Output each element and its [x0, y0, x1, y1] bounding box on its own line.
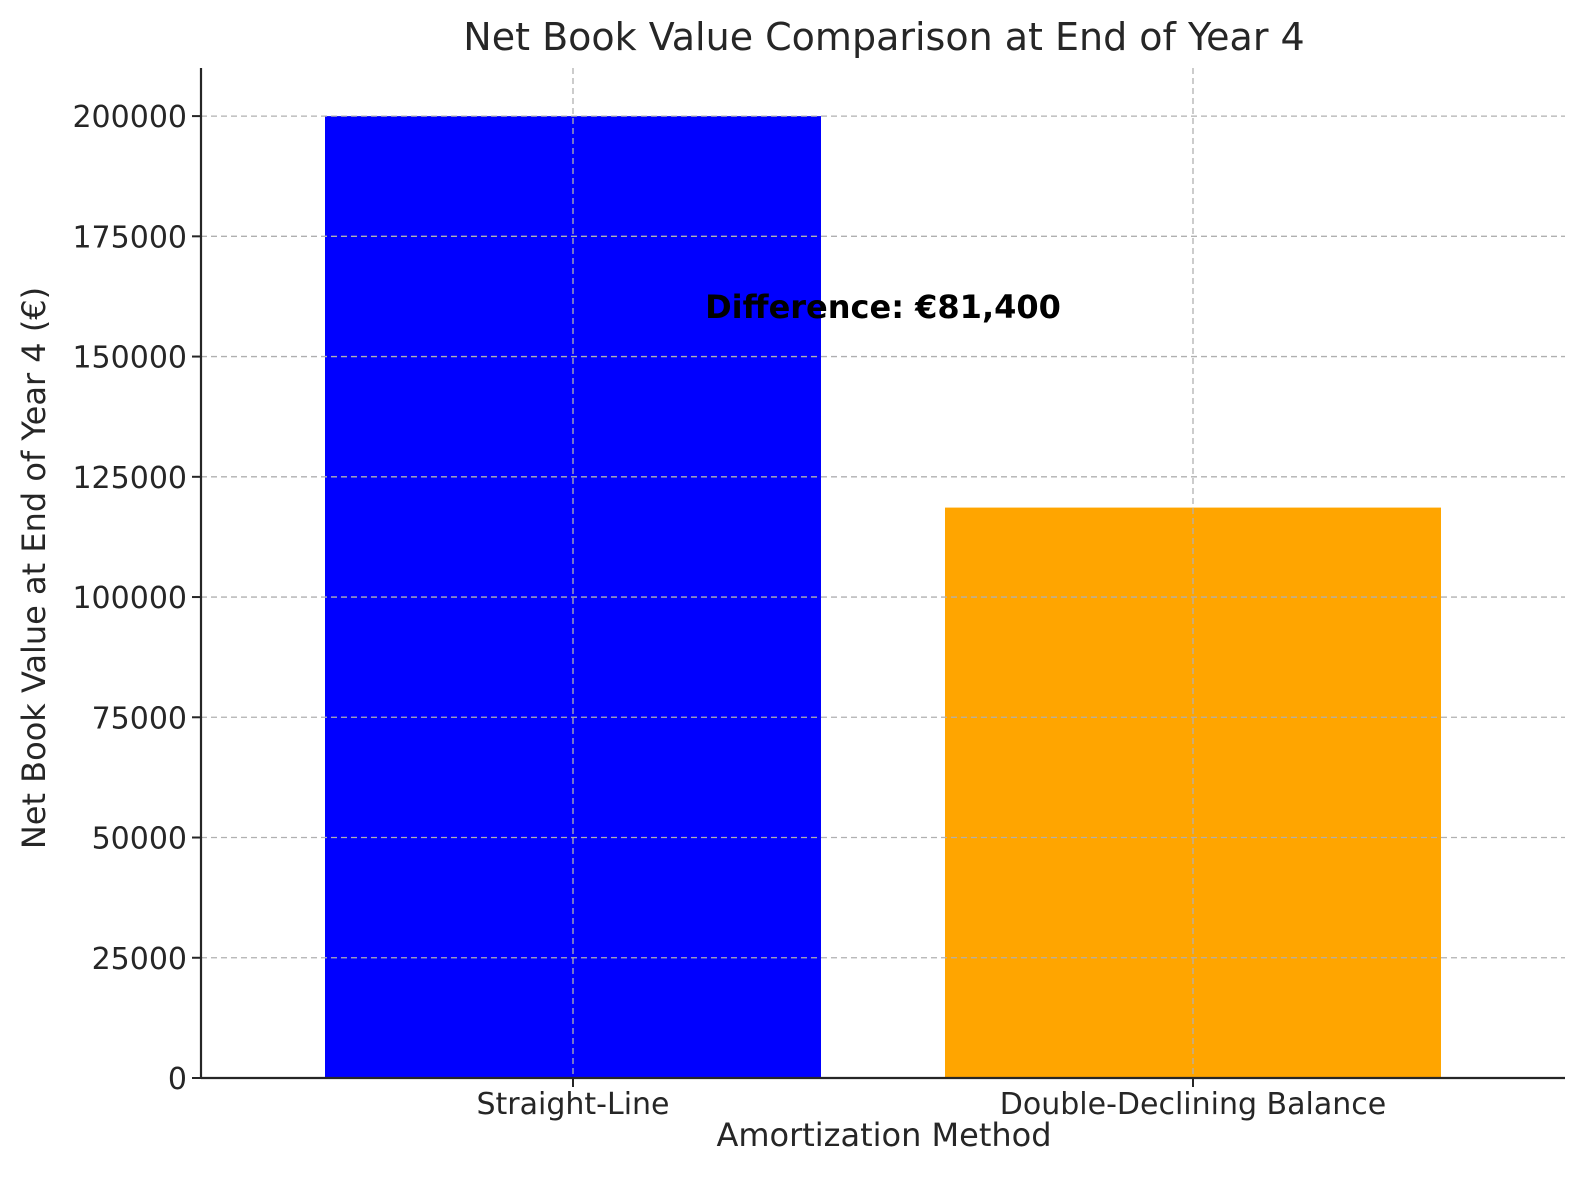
difference-annotation: Difference: €81,400: [705, 288, 1061, 326]
chart-title: Net Book Value Comparison at End of Year…: [463, 15, 1304, 59]
y-tick-label: 125000: [72, 461, 187, 496]
ticks: 0 25000 50000 75000 100000 125000 150000 175000…: [72, 100, 1386, 1122]
x-axis-label: Amortization Method: [716, 1116, 1051, 1154]
y-tick-label: 50000: [92, 822, 187, 857]
y-tick-label: 25000: [92, 942, 187, 977]
y-axis-label: Net Book Value at End of Year 4 (€): [15, 287, 53, 849]
y-tick-label: 0: [168, 1062, 187, 1097]
y-tick-label: 175000: [72, 220, 187, 255]
x-tick-label: Straight-Line: [476, 1087, 669, 1122]
y-tick-label: 150000: [72, 341, 187, 376]
y-tick-label: 100000: [72, 581, 187, 616]
y-tick-label: 75000: [92, 701, 187, 736]
x-tick-label: Double-Declining Balance: [1000, 1087, 1386, 1122]
y-tick-label: 200000: [72, 100, 187, 135]
